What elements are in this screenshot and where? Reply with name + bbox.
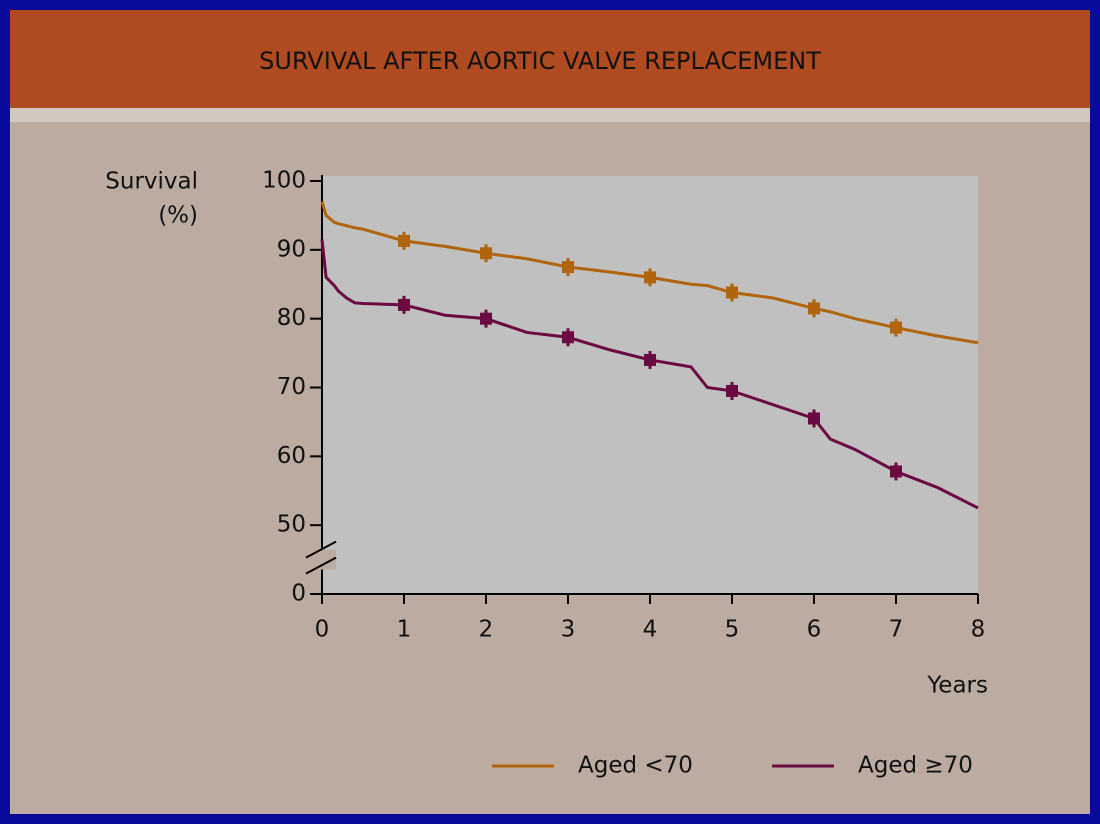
x-tick-label: 5 (725, 617, 740, 643)
x-axis-label: Years (926, 673, 988, 699)
title-strip (10, 108, 1090, 122)
y-tick-label: 100 (262, 168, 306, 194)
x-tick-label: 3 (561, 617, 576, 643)
y-axis-label: Survival (105, 169, 198, 195)
y-axis-label: (%) (158, 203, 198, 229)
x-tick-label: 7 (889, 617, 904, 643)
x-tick-label: 8 (971, 617, 986, 643)
y-tick-label: 50 (277, 512, 306, 538)
x-tick-label: 4 (643, 617, 658, 643)
x-tick-label: 0 (315, 617, 330, 643)
survival-line (320, 239, 979, 510)
axis-break (305, 556, 337, 575)
legend-label: Aged <70 (578, 753, 693, 779)
y-tick-label: 0 (291, 581, 306, 607)
x-tick-label: 2 (479, 617, 494, 643)
survival-line (320, 201, 979, 345)
legend-label: Aged ≥70 (858, 753, 973, 779)
chart-title: SURVIVAL AFTER AORTIC VALVE REPLACEMENT (259, 47, 821, 75)
axis-break (305, 540, 337, 559)
y-tick-label: 60 (277, 443, 306, 469)
y-tick-label: 70 (277, 374, 306, 400)
y-tick-label: 80 (277, 305, 306, 331)
x-tick-label: 6 (807, 617, 822, 643)
x-tick-label: 1 (397, 617, 412, 643)
plot-area (322, 176, 978, 594)
title-bar (10, 10, 1090, 108)
axis-break-gap (308, 549, 336, 570)
y-tick-label: 90 (277, 236, 306, 262)
